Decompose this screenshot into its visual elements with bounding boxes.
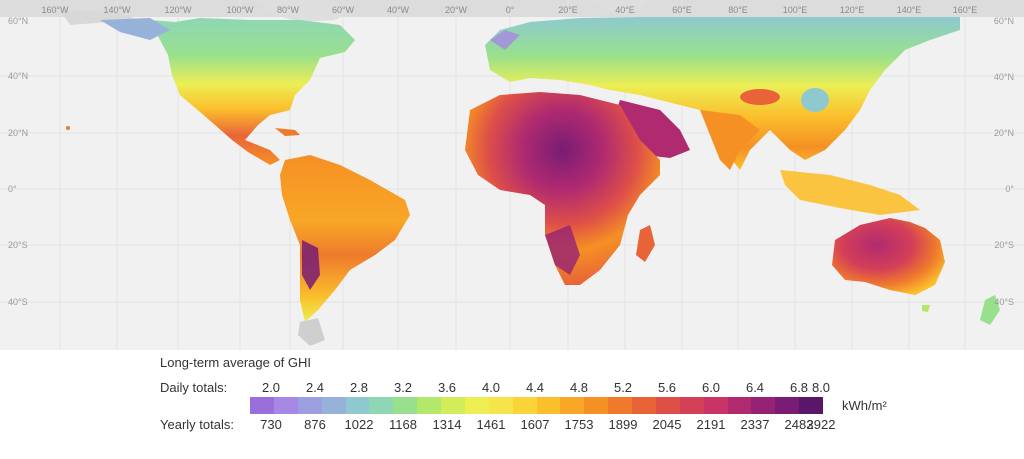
yearly-tick: 1899 <box>608 417 638 432</box>
latitude-label: 20°S <box>8 240 28 250</box>
longitude-label: 0° <box>505 5 515 15</box>
latitude-label: 40°S <box>994 297 1014 307</box>
eurasia-region <box>485 17 960 170</box>
latitude-label: 0° <box>1005 184 1014 194</box>
colorbar-segment <box>441 397 465 414</box>
daily-tick: 6.4 <box>745 380 765 395</box>
latitude-label: 40°N <box>993 72 1014 82</box>
longitude-label: 140°W <box>103 5 131 15</box>
world-map-graphic <box>0 0 1024 350</box>
yearly-totals-label: Yearly totals: <box>160 417 234 432</box>
yearly-tick: 1314 <box>432 417 462 432</box>
daily-tick: 2.8 <box>349 380 369 395</box>
longitude-label: 100°W <box>226 5 254 15</box>
colorbar-segment <box>751 397 776 414</box>
colorbar-segment <box>345 397 370 414</box>
daily-totals-label: Daily totals: <box>160 380 228 395</box>
longitude-label: 160°W <box>41 5 69 15</box>
daily-tick: 8.0 <box>811 380 831 395</box>
daily-tick: 4.0 <box>481 380 501 395</box>
latitude-label: 20°S <box>994 240 1014 250</box>
daily-tick: 3.2 <box>393 380 413 395</box>
colorbar-segment <box>775 397 800 414</box>
daily-tick: 2.0 <box>261 380 281 395</box>
colorbar-segment <box>703 397 728 414</box>
yearly-tick: 2191 <box>696 417 726 432</box>
colorbar-segment <box>679 397 704 414</box>
latitude-label: 60°N <box>993 16 1014 26</box>
colorbar-segment <box>273 397 298 414</box>
colorbar-segment <box>727 397 752 414</box>
longitude-label: 80°E <box>728 5 748 15</box>
daily-tick: 6.8 <box>789 380 809 395</box>
yearly-tick: 1022 <box>344 417 374 432</box>
solar-irradiance-map: 160°W 140°W 120°W 100°W 80°W 60°W 40°W 2… <box>0 0 1024 350</box>
longitude-label: 20°E <box>558 5 578 15</box>
daily-tick: 6.0 <box>701 380 721 395</box>
latitude-label: 20°N <box>8 128 29 138</box>
colorbar-segment <box>584 397 609 414</box>
daily-tick: 4.8 <box>569 380 589 395</box>
colorbar-segment <box>560 397 585 414</box>
colorbar-segment <box>632 397 656 414</box>
longitude-label: 100°E <box>782 5 808 15</box>
colorbar-segment <box>369 397 394 414</box>
longitude-label: 120°E <box>839 5 865 15</box>
longitude-label: 40°W <box>386 5 410 15</box>
daily-tick: 2.4 <box>305 380 325 395</box>
yearly-tick: 2045 <box>652 417 682 432</box>
yearly-tick: 2483 <box>784 417 814 432</box>
color-legend: Long-term average of GHI Daily totals: Y… <box>0 350 1024 459</box>
longitude-label: 60°E <box>672 5 692 15</box>
longitude-label: 60°W <box>331 5 355 15</box>
colorbar-segment <box>536 397 561 414</box>
colorbar-segment <box>655 397 680 414</box>
colorbar-segment <box>297 397 322 414</box>
latitude-label: 60°N <box>8 16 29 26</box>
colorbar-segment <box>417 397 441 414</box>
daily-tick: 5.6 <box>657 380 677 395</box>
north-america-region <box>150 18 355 165</box>
colorbar-segment <box>393 397 418 414</box>
longitude-label: 80°W <box>276 5 300 15</box>
daily-tick: 4.4 <box>525 380 545 395</box>
longitude-label: 120°W <box>164 5 192 15</box>
arabia-region <box>615 100 690 158</box>
latitude-label: 20°N <box>993 128 1014 138</box>
yearly-tick: 1168 <box>389 417 417 432</box>
yearly-tick: 2922 <box>806 417 836 432</box>
longitude-label: 160°E <box>952 5 978 15</box>
latitude-label: 40°N <box>8 71 29 81</box>
latitude-label: 40°S <box>8 297 28 307</box>
colorbar-segment <box>250 397 274 414</box>
daily-tick: 3.6 <box>437 380 457 395</box>
legend-title: Long-term average of GHI <box>160 355 312 370</box>
latitude-label: 0° <box>8 184 17 194</box>
south-america-region <box>280 155 410 322</box>
yearly-tick: 1607 <box>520 417 550 432</box>
africa-region <box>465 92 660 285</box>
australia-region <box>832 218 945 295</box>
colorbar <box>250 397 823 414</box>
colorbar-segment <box>799 397 823 414</box>
yearly-tick: 1461 <box>476 417 506 432</box>
daily-tick: 5.2 <box>613 380 633 395</box>
colorbar-segment <box>464 397 489 414</box>
yearly-tick: 1753 <box>564 417 594 432</box>
yearly-tick: 2337 <box>740 417 770 432</box>
unit-label: kWh/m² <box>842 398 887 413</box>
longitude-label: 20°W <box>444 5 468 15</box>
colorbar-segment <box>488 397 513 414</box>
longitude-label: 140°E <box>896 5 922 15</box>
yearly-tick: 876 <box>304 417 326 432</box>
longitude-label: 40°E <box>615 5 635 15</box>
colorbar-segment <box>321 397 346 414</box>
yearly-tick: 730 <box>260 417 282 432</box>
colorbar-segment <box>608 397 632 414</box>
colorbar-segment <box>512 397 537 414</box>
